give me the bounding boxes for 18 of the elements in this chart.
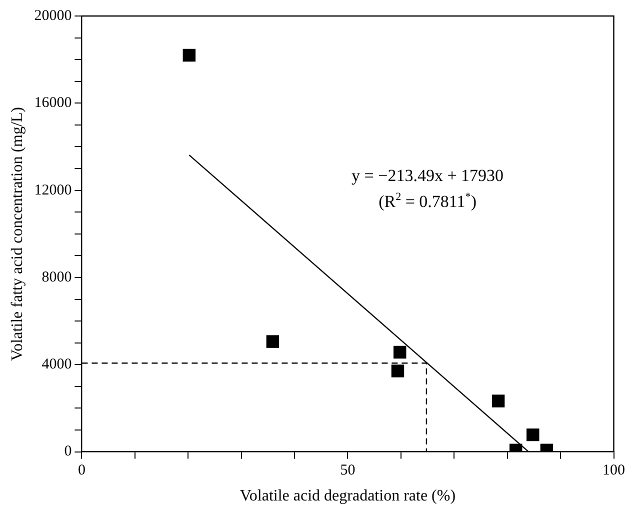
point bbox=[391, 364, 404, 378]
x-tick-label: 50 bbox=[340, 462, 356, 479]
x-axis-title: Volatile acid degradation rate (%) bbox=[240, 488, 456, 505]
point bbox=[526, 428, 540, 442]
point bbox=[182, 48, 196, 62]
y-tick-label: 16000 bbox=[34, 95, 72, 112]
point bbox=[492, 394, 505, 408]
y-tick-label: 8000 bbox=[42, 269, 72, 286]
y-tick-label: 12000 bbox=[34, 182, 72, 198]
annotation: y = −213.49x + 17930 bbox=[352, 166, 504, 185]
point bbox=[266, 335, 280, 348]
point bbox=[394, 346, 406, 359]
y-tick-label: 4000 bbox=[42, 356, 72, 373]
x-tick-label: 100 bbox=[602, 462, 625, 479]
y-tick-label: 0 bbox=[64, 444, 72, 460]
x-tick-label: 0 bbox=[78, 462, 86, 479]
y-axis-title: Volatile fatty acid concentration (mg/L) bbox=[8, 106, 26, 361]
y-tick-label: 20000 bbox=[34, 8, 72, 24]
